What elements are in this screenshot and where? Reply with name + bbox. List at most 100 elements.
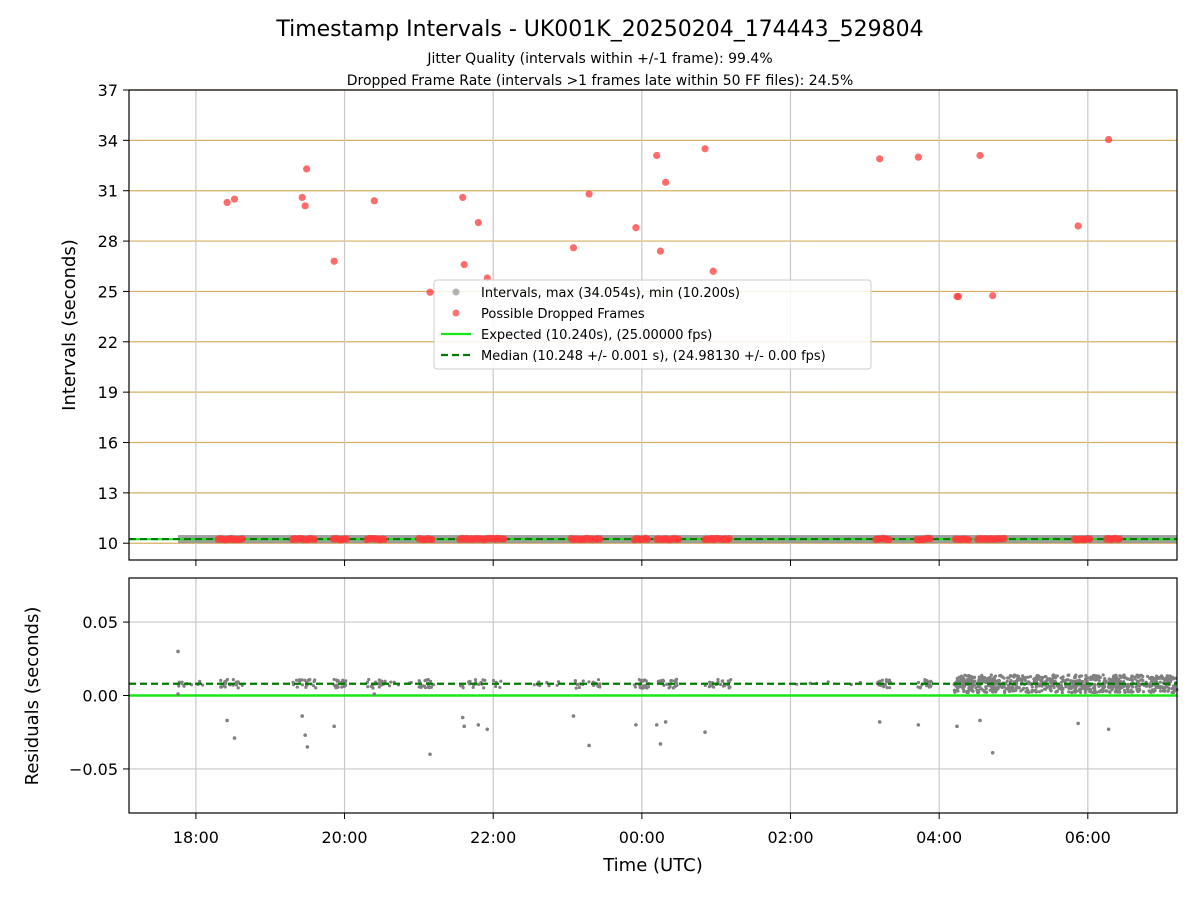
- residual-point: [1015, 674, 1019, 678]
- dropped-frame-point: [632, 224, 640, 232]
- residual-point: [1102, 686, 1106, 690]
- residual-point: [1044, 675, 1048, 679]
- intervals-data: [129, 135, 1178, 544]
- dropped-frame-point: [1074, 222, 1082, 230]
- residual-point: [429, 685, 434, 689]
- residual-point: [1079, 690, 1083, 695]
- residual-point: [1051, 684, 1056, 688]
- residual-point: [1007, 684, 1011, 688]
- residuals-y-axis-label: Residuals (seconds): [22, 607, 43, 786]
- residual-point: [1116, 689, 1120, 693]
- residuals-panel: 0.05 0.00 −0.05 18:00 20:00 22:00 00:00 02:00 0…: [22, 577, 1179, 876]
- dropped-frame-point: [585, 190, 593, 198]
- residual-point: [808, 681, 812, 685]
- residual-point: [1107, 690, 1111, 694]
- intervals-panel: 10 13 16 19 22 25 28 31 34 37 Intervals (seconds)…: [59, 81, 1178, 566]
- residual-point: [305, 745, 310, 749]
- residual-point: [639, 678, 643, 683]
- residual-point: [1158, 676, 1162, 680]
- residual-point: [311, 684, 316, 688]
- residual-point: [984, 679, 988, 683]
- residual-point: [389, 680, 393, 684]
- residual-point: [644, 679, 648, 683]
- residual-point: [888, 686, 892, 690]
- residual-point: [969, 687, 973, 691]
- residual-point: [1081, 680, 1085, 684]
- residual-point: [482, 686, 486, 690]
- residual-point: [976, 684, 980, 689]
- dropped-frame-point: [459, 193, 467, 202]
- legend-label-median: Median (10.248 +/- 0.001 s), (24.98130 +…: [481, 349, 826, 364]
- residual-point: [377, 682, 381, 686]
- residual-point: [1020, 680, 1024, 684]
- residual-point: [1097, 679, 1101, 683]
- residual-point: [1126, 682, 1130, 686]
- dropped-frame-point: [500, 535, 508, 543]
- residual-point: [641, 686, 645, 690]
- residual-point: [344, 679, 348, 683]
- legend-marker-intervals: [452, 288, 460, 296]
- residual-point: [663, 720, 668, 724]
- dropped-frame-point: [303, 165, 311, 173]
- residual-point: [1084, 688, 1088, 692]
- residual-point: [491, 678, 496, 683]
- residuals-y-tick-label: 0.00: [82, 687, 118, 706]
- residual-point: [721, 684, 726, 688]
- residual-point: [992, 689, 996, 693]
- residual-point: [1120, 674, 1124, 679]
- residual-point: [1078, 687, 1082, 691]
- residual-point: [728, 685, 732, 689]
- residual-point: [428, 752, 432, 757]
- residual-point: [1041, 675, 1045, 680]
- residual-point: [1019, 689, 1023, 693]
- residual-point: [176, 649, 180, 654]
- residual-point: [1121, 684, 1125, 688]
- residual-point: [972, 675, 977, 679]
- residual-point: [598, 683, 602, 687]
- residual-point: [1086, 684, 1091, 688]
- residual-point: [984, 686, 988, 691]
- residual-point: [1023, 678, 1027, 683]
- residual-point: [335, 679, 339, 683]
- residual-point: [234, 681, 238, 685]
- residual-point: [180, 681, 184, 686]
- residual-point: [498, 685, 502, 690]
- residual-point: [332, 724, 336, 729]
- residual-point: [1086, 676, 1090, 680]
- intervals-y-tick-label: 34: [98, 131, 118, 150]
- residual-point: [468, 679, 472, 683]
- residual-point: [961, 675, 965, 679]
- dropped-frame-point: [885, 535, 893, 544]
- residual-point: [1083, 690, 1087, 694]
- legend-label-intervals: Intervals, max (34.054s), min (10.200s): [481, 286, 740, 301]
- residual-point: [424, 678, 428, 682]
- residual-point: [1066, 673, 1070, 677]
- residual-point: [988, 688, 992, 692]
- chart-subtitle-dropped: Dropped Frame Rate (intervals >1 frames …: [347, 73, 854, 89]
- dropped-frame-point: [569, 244, 578, 252]
- intervals-y-tick-label: 37: [98, 81, 118, 100]
- residual-point: [877, 720, 882, 724]
- residual-point: [1131, 690, 1135, 694]
- residual-point: [547, 684, 551, 688]
- residual-point: [1088, 690, 1092, 694]
- residual-point: [959, 678, 963, 682]
- residual-point: [377, 685, 381, 689]
- residual-point: [1141, 678, 1145, 682]
- residual-point: [1172, 689, 1176, 693]
- residual-point: [224, 681, 228, 686]
- residual-point: [981, 688, 985, 692]
- residuals-y-tick-label: −0.05: [69, 760, 118, 779]
- residual-point: [1118, 687, 1122, 691]
- residual-point: [966, 690, 970, 694]
- residual-point: [1152, 688, 1156, 693]
- residual-point: [476, 723, 481, 727]
- intervals-y-tick-label: 28: [98, 232, 118, 251]
- residual-point: [1037, 690, 1042, 694]
- dropped-frame-point: [954, 292, 963, 301]
- residual-point: [378, 679, 382, 683]
- residual-point: [421, 684, 425, 688]
- intervals-y-tick-label: 22: [98, 333, 118, 352]
- legend-box: [433, 279, 872, 370]
- residual-point: [300, 714, 304, 718]
